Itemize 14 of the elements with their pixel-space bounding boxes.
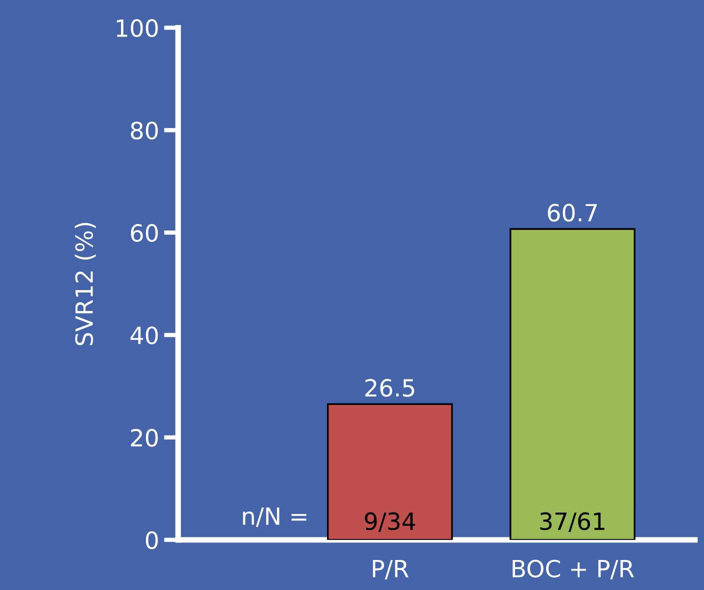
x-tick-label: BOC + P/R (512, 560, 634, 580)
y-tick-label: 40 (130, 326, 158, 344)
annotation: n/N = (243, 507, 306, 527)
y-tick-label: 80 (130, 122, 158, 140)
annotation: 9/34 (364, 512, 416, 532)
annotation: 37/61 (540, 512, 604, 532)
y-axis-title: SVR12 (%) (74, 222, 96, 346)
data-label: 60.7 (548, 204, 597, 222)
data-label: 26.5 (365, 378, 414, 397)
y-tick-label: 60 (130, 224, 158, 242)
y-tick-label: 0 (146, 531, 158, 550)
y-tick-label: 20 (131, 428, 158, 447)
x-tick-label: P/R (372, 560, 409, 580)
y-tick-label: 100 (116, 19, 158, 38)
